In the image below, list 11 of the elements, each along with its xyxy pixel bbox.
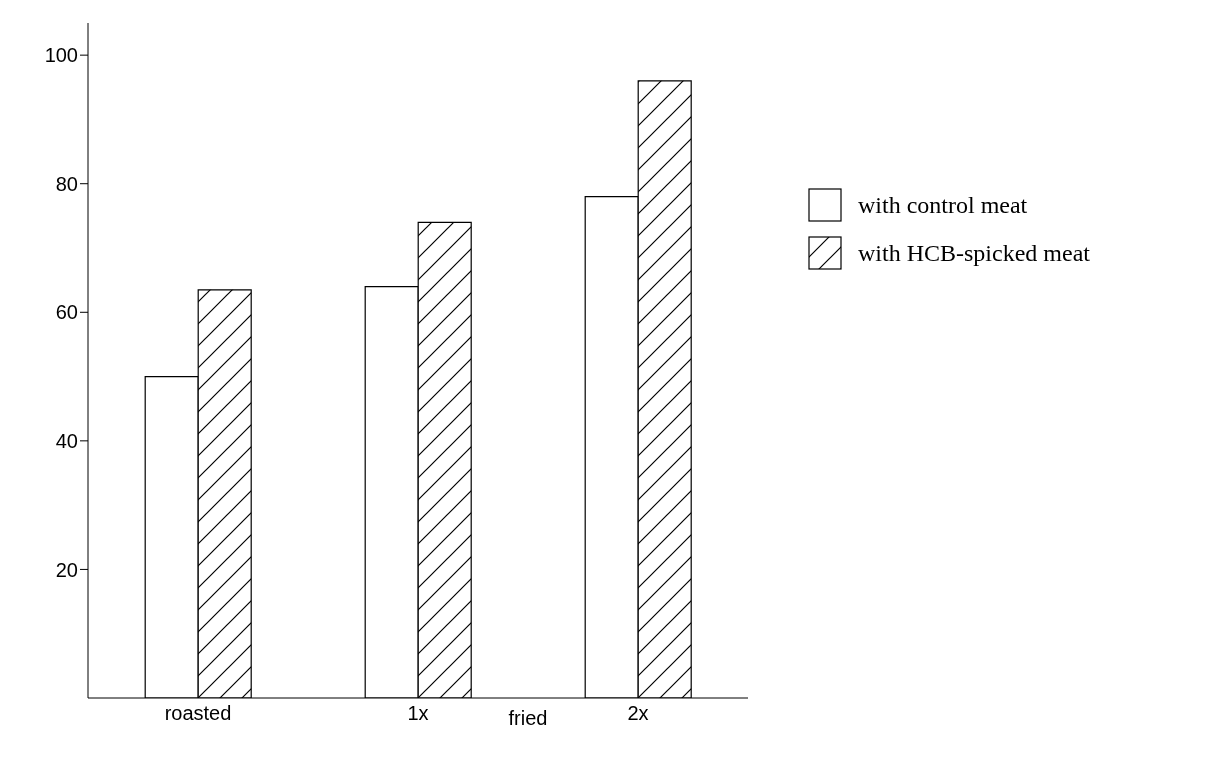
y-tick-label: 40 — [55, 429, 78, 452]
y-tick-label: 20 — [55, 558, 78, 581]
y-tick-label: 80 — [55, 172, 78, 195]
x-tick-label: 2x — [627, 702, 649, 725]
x-tick-label: roasted — [164, 702, 232, 725]
x-tick-label: 1x — [407, 702, 429, 725]
y-tick-label: 100 — [44, 44, 78, 67]
y-tick-label: 60 — [55, 301, 78, 324]
legend-label: with HCB-spicked meat — [858, 239, 1090, 267]
legend-label: with control meat — [858, 191, 1028, 219]
text: fried — [507, 707, 549, 730]
